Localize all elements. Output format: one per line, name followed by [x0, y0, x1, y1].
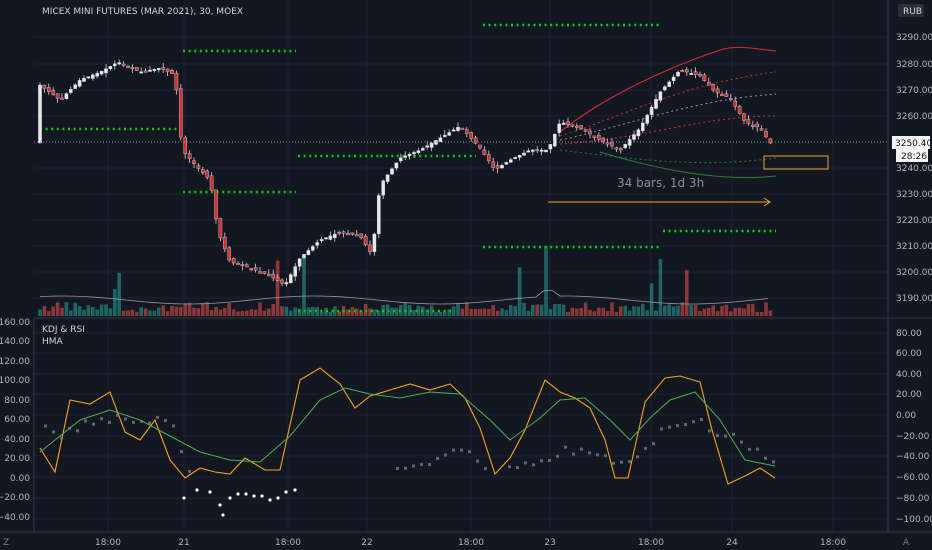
price-tick-label: 3230.00 [896, 190, 932, 200]
indicator-right-tick-label: −60.00 [896, 473, 930, 483]
indicator-label-kdj: KDJ & RSI [42, 325, 85, 335]
time-tick-label: 18:00 [458, 538, 484, 548]
indicator-left-tick-label: 20.00 [4, 454, 30, 464]
candlesticks [38, 59, 773, 287]
last-price-badge [892, 136, 930, 149]
indicator-right-tick-label: 60.00 [896, 349, 922, 359]
indicator-left-tick-label: −20.00 [0, 493, 30, 503]
corner-button-left[interactable]: Z [3, 538, 9, 548]
indicator-left-tick-label: −40.00 [0, 513, 30, 523]
time-axis[interactable]: 18:00 21 18:00 22 18:00 23 18:00 24 18:00 Z A [0, 531, 932, 548]
indicator-left-tick-label: 120.00 [0, 357, 30, 367]
level-lines [40, 23, 776, 313]
countdown-label: 28:26 [901, 152, 927, 162]
time-tick-label: 18:00 [275, 538, 301, 548]
currency-badge-label: RUB [903, 7, 922, 17]
price-tick-label: 3270.00 [896, 86, 932, 96]
indicator-label-hma: HMA [42, 337, 64, 347]
symbol-title: MICEX MINI FUTURES (MAR 2021), 30, MOEX [42, 7, 243, 17]
price-tick-label: 3260.00 [896, 112, 932, 122]
last-price-label: 3250.40 [895, 139, 932, 149]
indicator-right-tick-label: −100.00 [896, 515, 932, 525]
indicator-left-tick-label: 140.00 [0, 337, 30, 347]
indicator-left-tick-label: 160.00 [0, 318, 30, 328]
price-tick-label: 3190.00 [896, 294, 932, 304]
time-tick-label: 21 [178, 538, 189, 548]
price-tick-label: 3220.00 [896, 216, 932, 226]
highlight-box[interactable] [763, 155, 829, 170]
time-tick-label: 23 [544, 538, 555, 548]
time-tick-label: 18:00 [95, 538, 121, 548]
time-tick-label: 18:00 [820, 538, 846, 548]
price-tick-label: 3210.00 [896, 242, 932, 252]
indicator-left-tick-label: 60.00 [4, 415, 30, 425]
indicator-left-tick-label: 100.00 [0, 376, 30, 386]
price-tick-label: 3280.00 [896, 60, 932, 70]
price-tick-label: 3290.00 [896, 33, 932, 43]
measure-label: 34 bars, 1d 3h [617, 176, 704, 190]
indicator-pane[interactable]: KDJ & RSI HMA [39, 325, 776, 517]
price-tick-label: 3240.00 [896, 164, 932, 174]
indicator-right-tick-label: 20.00 [896, 390, 922, 400]
measure-arrowhead [763, 197, 771, 207]
countdown-badge [896, 149, 928, 162]
indicator-right-tick-label: −80.00 [896, 494, 930, 504]
indicator-left-tick-label: 0.00 [10, 474, 30, 484]
indicator-right-tick-label: 0.00 [896, 411, 916, 421]
indicator-right-tick-label: 80.00 [896, 329, 922, 339]
indicator-left-tick-label: 40.00 [4, 435, 30, 445]
time-tick-label: 22 [361, 538, 372, 548]
left-indicator-scale[interactable]: 160.00 140.00 120.00 100.00 80.00 60.00 40.00 2… [0, 318, 35, 532]
indicator-left-tick-label: 80.00 [4, 396, 30, 406]
corner-button-right[interactable]: A [903, 538, 910, 548]
indicator-right-tick-label: −20.00 [896, 432, 930, 442]
indicator-right-tick-label: −40.00 [896, 452, 930, 462]
right-price-scale[interactable]: 3290.00 3280.00 3270.00 3260.00 3240.00 3230.… [887, 0, 932, 532]
time-tick-label: 18:00 [638, 538, 664, 548]
volume-bars [38, 246, 773, 316]
price-pane[interactable]: 34 bars, 1d 3h MICEX MINI FUTURES (MAR 2… [34, 7, 888, 316]
time-tick-label: 24 [726, 538, 738, 548]
indicator-lines [39, 367, 776, 517]
indicator-right-tick-label: 40.00 [896, 370, 922, 380]
price-tick-label: 3200.00 [896, 268, 932, 278]
currency-badge[interactable] [898, 4, 924, 17]
